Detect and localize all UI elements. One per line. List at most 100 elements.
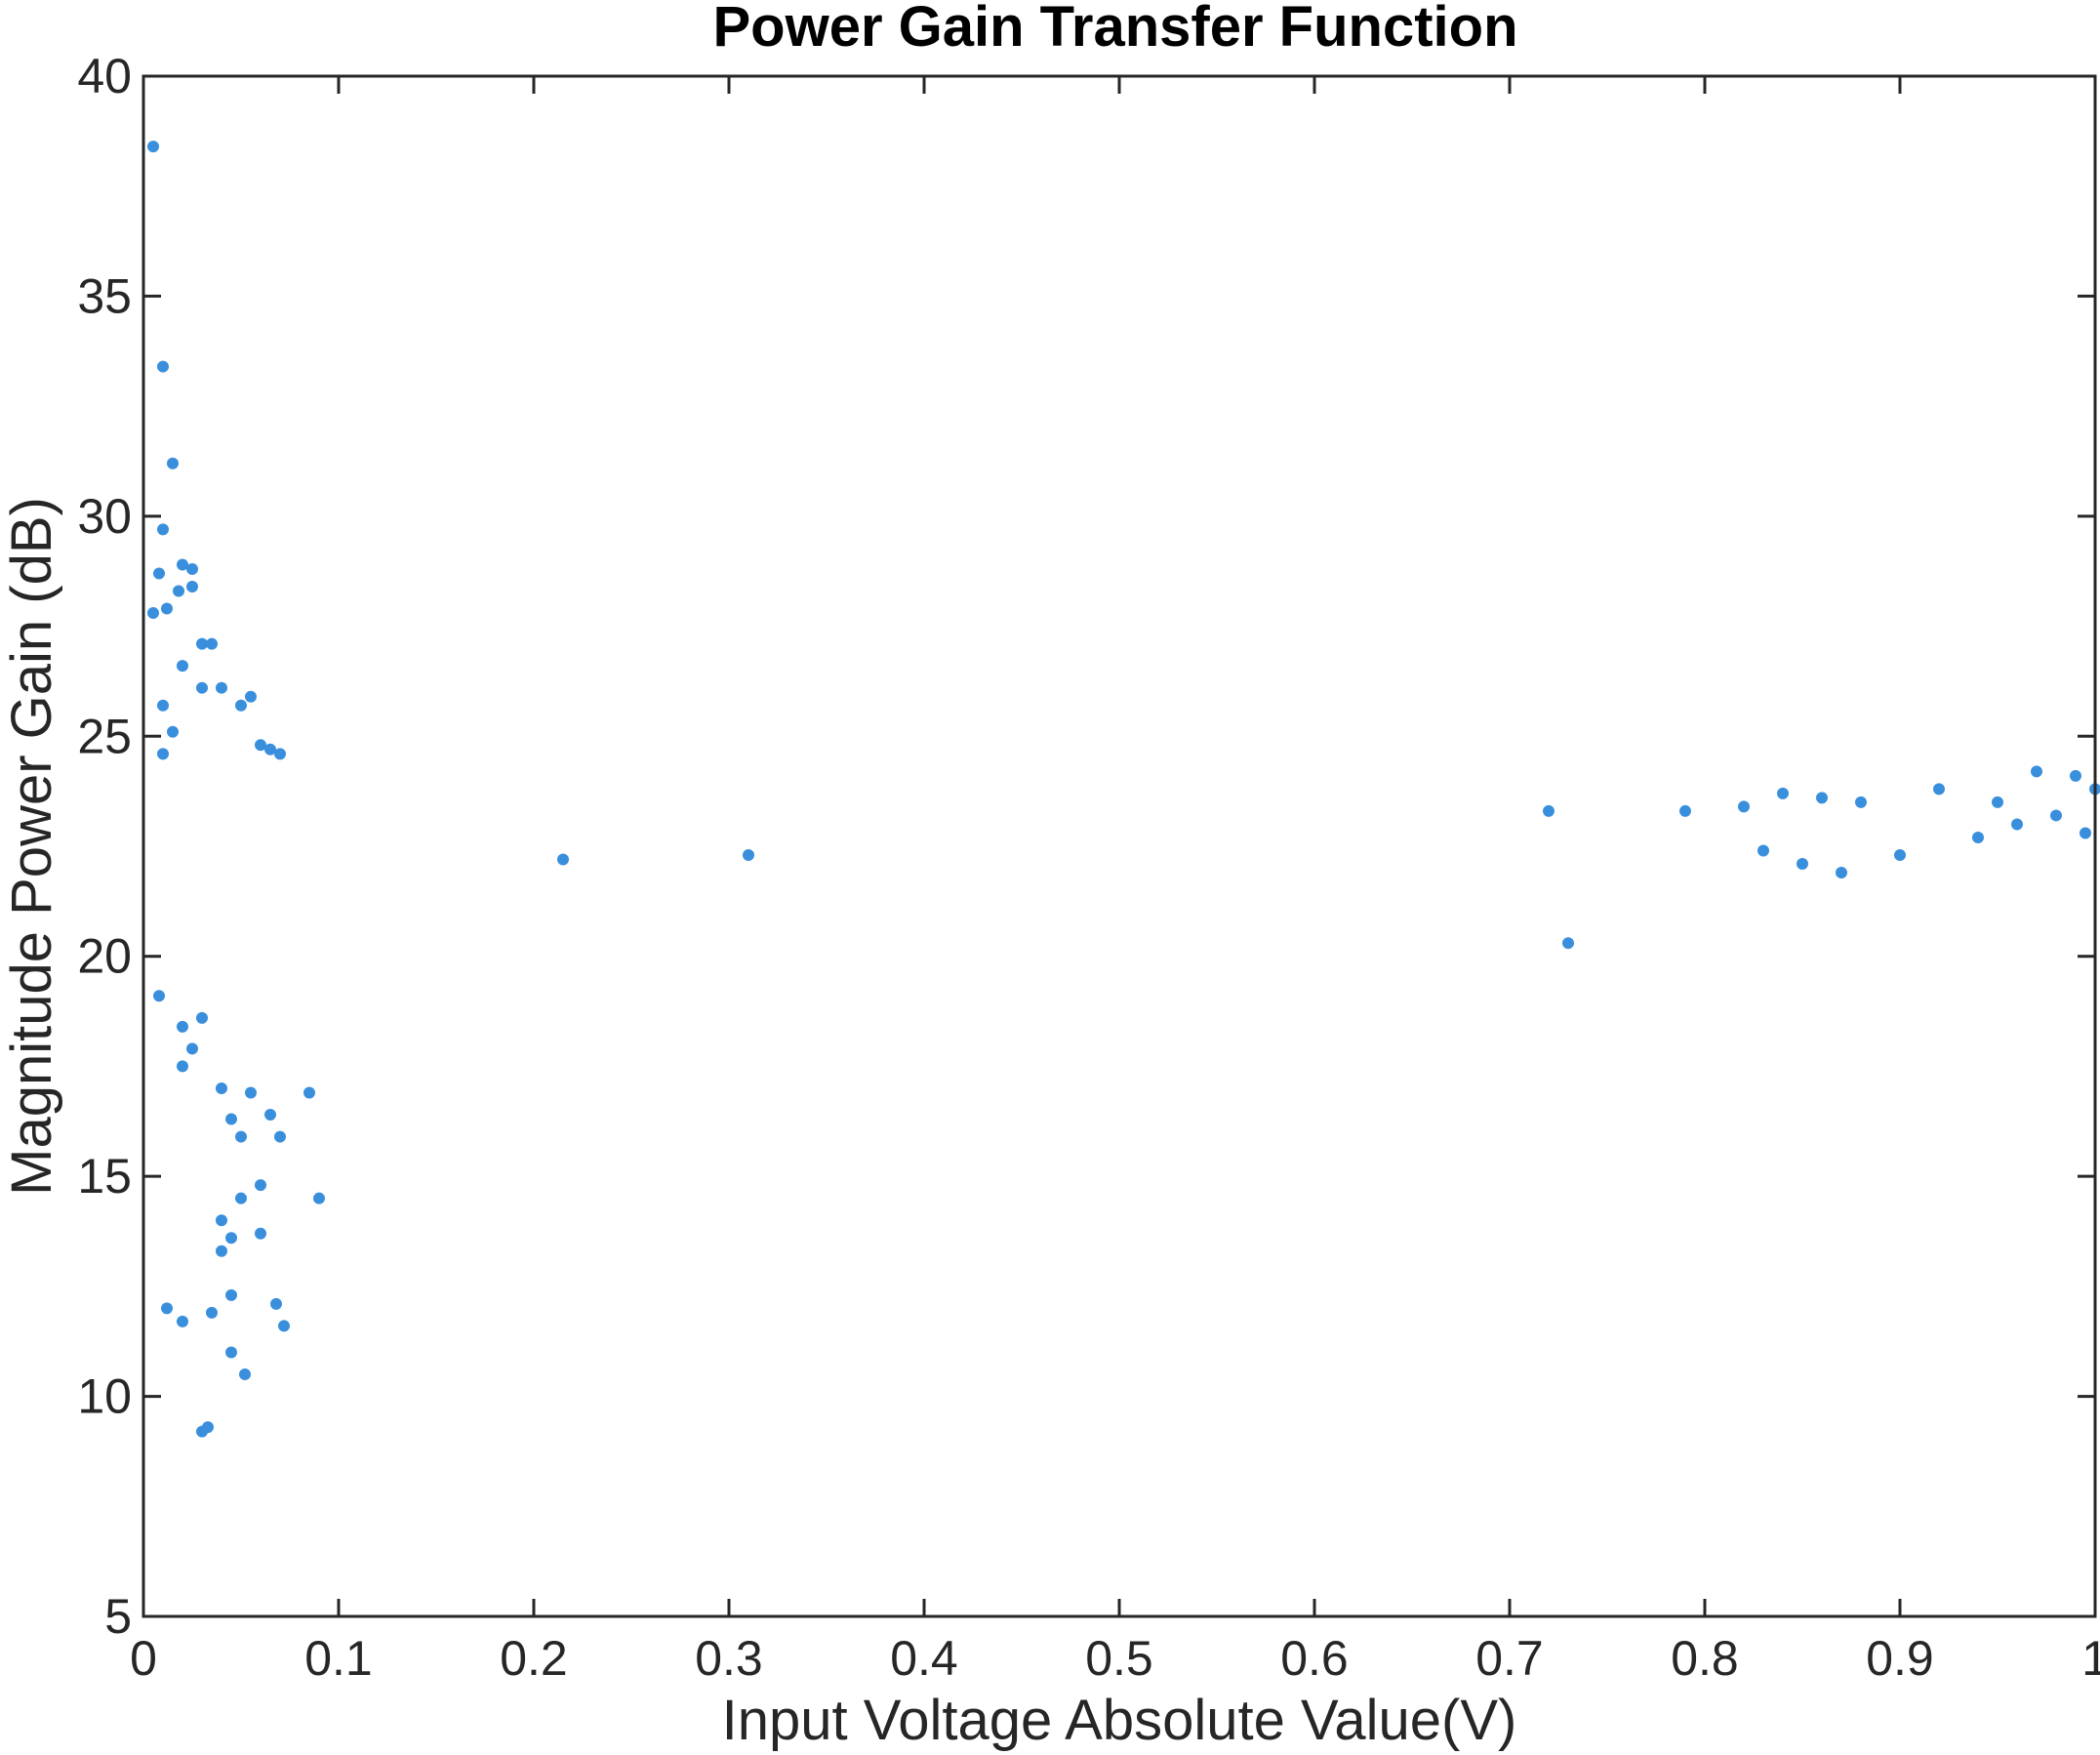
- data-point: [177, 1315, 188, 1327]
- x-tick-label: 0.8: [1671, 1631, 1739, 1686]
- data-point: [235, 1130, 247, 1143]
- data-point: [1757, 844, 1769, 857]
- x-tick-label: 0: [130, 1631, 157, 1686]
- data-point: [225, 1346, 237, 1359]
- data-point: [1562, 937, 1574, 950]
- data-point: [235, 1192, 247, 1204]
- y-tick-label: 30: [77, 489, 132, 544]
- data-point: [239, 1368, 251, 1381]
- data-point: [245, 1086, 257, 1099]
- data-point: [1777, 787, 1789, 799]
- y-axis-ticks: 5 10 15 20 25 30 35 40: [77, 49, 2095, 1644]
- data-point: [216, 1082, 227, 1094]
- x-tick-label: 0.6: [1280, 1631, 1349, 1686]
- data-point: [186, 562, 198, 575]
- data-point: [196, 637, 208, 650]
- data-point: [1797, 858, 1808, 871]
- data-point: [1992, 796, 2003, 808]
- data-point: [173, 585, 184, 597]
- data-point: [225, 1288, 237, 1301]
- data-point: [161, 1302, 173, 1315]
- x-tick-label: 0.1: [304, 1631, 373, 1686]
- plot-frame: [141, 74, 2097, 1618]
- data-point: [161, 602, 173, 615]
- y-tick-label: 20: [77, 929, 132, 984]
- data-point: [1679, 804, 1691, 817]
- data-point: [557, 853, 569, 866]
- data-point: [177, 660, 188, 673]
- data-point: [1933, 783, 1945, 796]
- x-axis-ticks: 0 0.1 0.2 0.3 0.4 0.5 0.6 0.7 0.8 0.9 1: [130, 76, 2100, 1686]
- data-point: [274, 1130, 286, 1143]
- data-point: [1894, 849, 1906, 862]
- data-point: [216, 681, 227, 694]
- y-tick-label: 10: [77, 1369, 132, 1424]
- data-point: [206, 637, 218, 650]
- data-point: [1836, 867, 1847, 879]
- data-point: [202, 1421, 214, 1434]
- data-point: [147, 607, 159, 620]
- x-tick-label: 0.5: [1085, 1631, 1153, 1686]
- data-point: [186, 580, 198, 592]
- data-point: [1816, 792, 1828, 804]
- data-point: [274, 748, 286, 760]
- y-tick-label: 40: [77, 49, 132, 103]
- data-point: [264, 743, 276, 755]
- y-tick-label: 5: [104, 1589, 132, 1644]
- data-point: [157, 748, 169, 760]
- data-point: [153, 567, 165, 580]
- data-point: [2050, 809, 2062, 822]
- data-point: [225, 1232, 237, 1245]
- x-tick-label: 0.3: [695, 1631, 763, 1686]
- data-point: [167, 457, 179, 469]
- data-point: [2011, 818, 2023, 831]
- data-point: [255, 1227, 266, 1240]
- data-point: [177, 1020, 188, 1033]
- data-point: [167, 725, 179, 738]
- data-point: [157, 699, 169, 712]
- data-point: [2080, 827, 2091, 839]
- data-point: [186, 1042, 198, 1055]
- data-point: [157, 360, 169, 373]
- x-tick-label: 0.4: [890, 1631, 958, 1686]
- y-tick-label: 15: [77, 1149, 132, 1204]
- data-point: [196, 1011, 208, 1024]
- data-point: [255, 739, 266, 752]
- data-point: [245, 690, 257, 703]
- data-point: [313, 1192, 325, 1204]
- data-point: [270, 1297, 282, 1310]
- data-point: [153, 990, 165, 1002]
- data-point: [177, 558, 188, 571]
- data-point: [1855, 796, 1867, 808]
- data-point: [1972, 831, 1984, 843]
- x-axis-label: Input Voltage Absolute Value(V): [722, 1689, 1517, 1752]
- y-tick-label: 35: [77, 268, 132, 323]
- data-point: [177, 1060, 188, 1073]
- data-point: [216, 1245, 227, 1257]
- data-point: [157, 523, 169, 536]
- data-point: [2070, 769, 2081, 782]
- data-point: [303, 1086, 315, 1099]
- data-point: [1543, 804, 1555, 817]
- data-point: [216, 1214, 227, 1227]
- data-points: [147, 141, 2100, 1438]
- data-point: [2031, 765, 2042, 778]
- data-point: [743, 849, 754, 862]
- data-point: [206, 1306, 218, 1319]
- x-tick-label: 1: [2081, 1631, 2100, 1686]
- chart-title: Power Gain Transfer Function: [712, 0, 1517, 59]
- y-axis-label: Magnitude Power Gain (dB): [0, 497, 63, 1196]
- data-point: [264, 1109, 276, 1122]
- x-tick-label: 0.7: [1475, 1631, 1544, 1686]
- data-point: [225, 1113, 237, 1125]
- data-point: [1738, 800, 1750, 813]
- x-tick-label: 0.9: [1866, 1631, 1934, 1686]
- data-point: [278, 1320, 290, 1332]
- y-tick-label: 25: [77, 709, 132, 763]
- data-point: [255, 1179, 266, 1192]
- data-point: [147, 141, 159, 153]
- data-point: [196, 681, 208, 694]
- data-point: [235, 699, 247, 712]
- x-tick-label: 0.2: [500, 1631, 568, 1686]
